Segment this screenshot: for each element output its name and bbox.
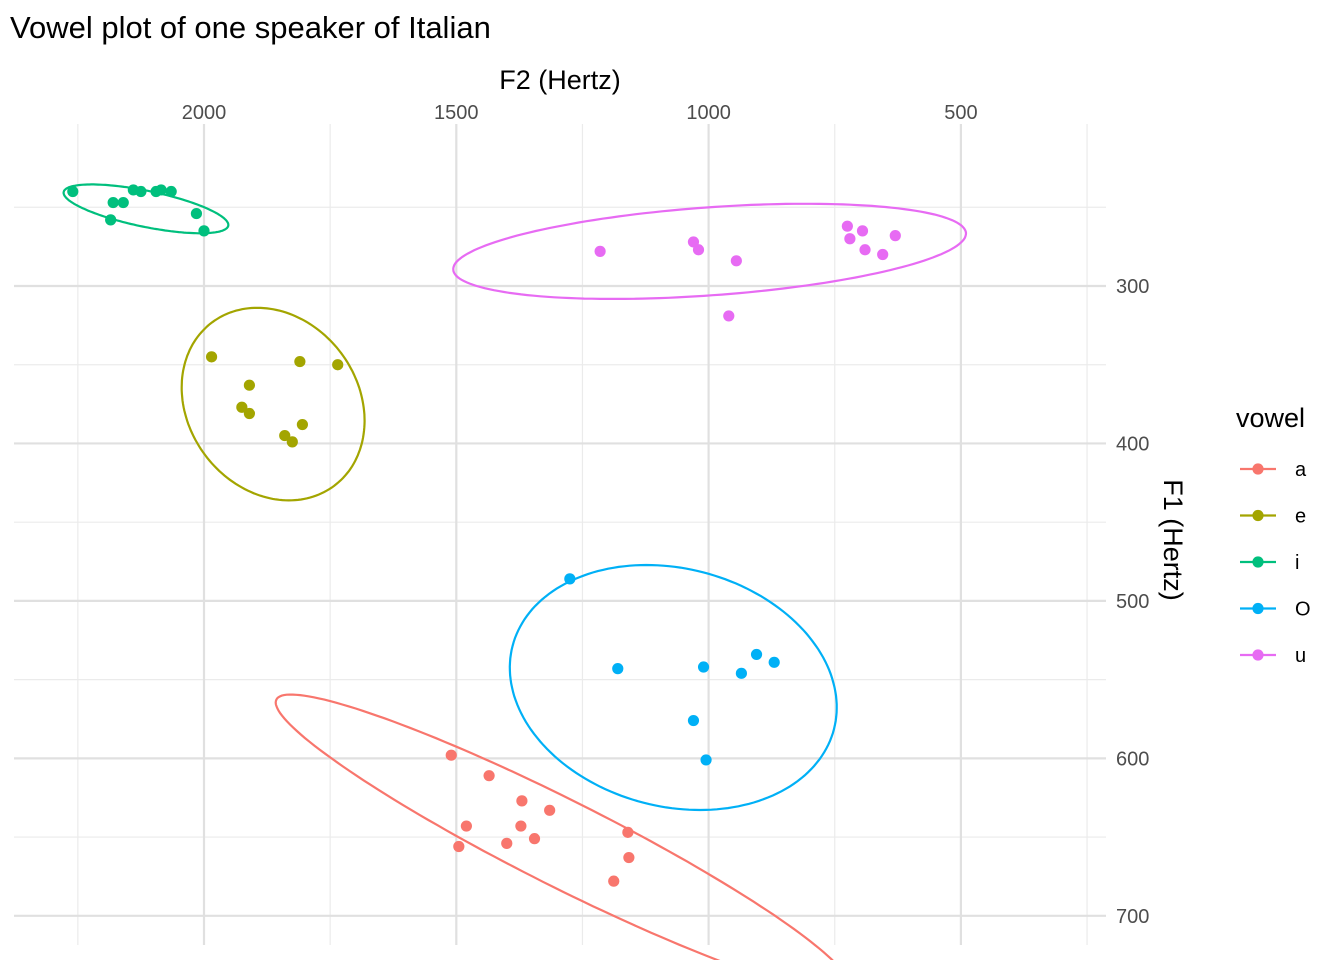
legend-key-dot-e [1252,509,1264,522]
point-i [117,196,129,209]
x-tick-label: 500 [944,102,977,124]
point-u [594,245,606,257]
point-e [243,407,256,420]
y-tick-label: 600 [1116,748,1149,770]
point-a [622,826,634,838]
point-u [841,220,853,232]
point-O [687,714,700,727]
legend-key-dot-u [1252,649,1264,661]
point-u [856,225,869,237]
y-tick-label: 500 [1116,591,1149,613]
point-O [697,661,710,673]
ellipse-i [62,183,230,235]
point-a [453,840,465,853]
y-tick-label: 400 [1116,433,1149,455]
point-a [515,820,527,832]
y-tick-label: 700 [1116,906,1149,928]
point-a [608,875,620,887]
point-i [67,185,79,198]
point-i [198,225,210,237]
point-u [859,244,871,256]
point-e [279,429,291,442]
point-i [190,207,203,220]
point-e [205,351,218,363]
point-e [236,401,248,413]
plot-area: 2000 1500 1000 500 300 400 500 600 700 [14,102,1149,960]
ellipse-O [508,563,838,812]
point-O [564,573,576,585]
x-tick-label: 1000 [686,102,731,124]
legend-label-O: O [1295,599,1311,621]
point-i [165,185,177,198]
point-u [844,233,856,245]
point-e [286,436,298,448]
point-e [296,418,308,431]
point-u [730,255,742,267]
point-u [723,310,735,322]
point-a [501,837,513,849]
point-O [768,656,780,668]
point-a [528,833,541,845]
point-a [516,795,528,807]
point-a [460,820,472,832]
point-O [750,648,763,661]
point-a [623,851,635,864]
point-u [877,248,889,261]
point-u [692,244,705,256]
legend: vowel a e i Ou [1236,403,1311,667]
legend-key-dot-O [1252,602,1264,615]
chart-title: Vowel plot of one speaker of Italian [10,10,491,45]
x-tick-label: 2000 [182,102,227,124]
point-a [483,770,495,782]
legend-label-a: a [1295,459,1307,481]
ellipse-e [180,306,366,502]
point-e [294,355,306,368]
point-i [155,184,167,196]
ellipse-a [274,693,834,960]
y-axis-title: F1 (Hertz) [1158,479,1188,601]
legend-label-e: e [1295,506,1306,528]
legend-key-dot-a [1252,463,1264,475]
point-e [332,359,344,371]
legend-label-u: u [1295,645,1306,667]
point-e [243,379,256,391]
point-O [700,754,712,766]
point-a [544,804,556,816]
x-tick-label: 1500 [434,102,479,124]
legend-title: vowel [1236,403,1305,433]
ellipse-u [452,202,968,300]
point-O [735,667,747,679]
y-tick-label: 300 [1116,276,1149,298]
legend-label-i: i [1295,552,1299,574]
x-axis-title: F2 (Hertz) [499,65,621,95]
point-u [889,230,901,242]
legend-key-dot-i [1252,556,1264,568]
point-a [445,749,457,761]
point-i [107,196,119,209]
point-i [135,185,147,198]
point-O [612,663,624,675]
point-i [105,214,117,226]
